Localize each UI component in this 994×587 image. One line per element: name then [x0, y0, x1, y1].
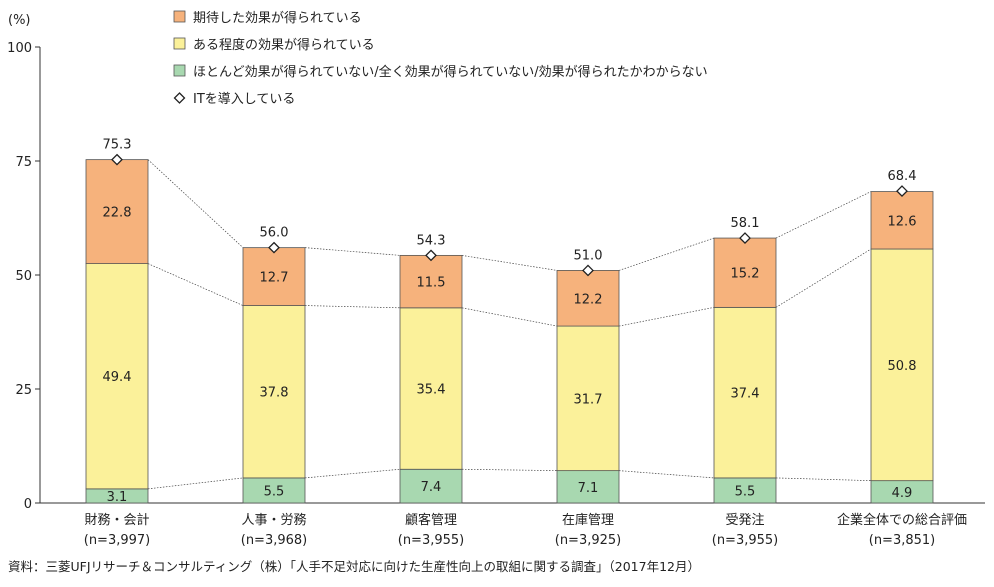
bar-value-label: 50.8 — [888, 359, 917, 374]
connector-line — [147, 159, 244, 248]
bar-value-label: 37.8 — [260, 386, 289, 401]
legend-label: ITを導入している — [193, 92, 295, 107]
bar-value-label: 4.9 — [892, 486, 913, 501]
category-n-label: (n=3,955) — [712, 533, 779, 548]
total-markers: 75.3 56.0 54.3 51.0 58.1 68.4 — [103, 138, 917, 277]
bar-value-label: 31.7 — [574, 392, 603, 407]
legend-swatch — [173, 37, 186, 50]
connector-line — [147, 477, 244, 490]
connector-line — [618, 470, 715, 479]
it-adoption-label: 54.3 — [417, 233, 446, 248]
bar-value-label: 15.2 — [731, 267, 760, 282]
it-adoption-marker — [425, 249, 437, 262]
category-label: 企業全体での総合評価 — [837, 512, 967, 528]
category-n-label: (n=3,968) — [241, 533, 308, 548]
y-tick-label: 25 — [15, 383, 32, 398]
bar-value-label: 5.5 — [264, 484, 285, 499]
y-tick-label: 0 — [24, 497, 32, 512]
it-adoption-marker — [268, 241, 280, 254]
bar-value-label: 12.7 — [260, 271, 289, 286]
bar-value-label: 7.4 — [421, 480, 442, 495]
bar-value-label: 37.4 — [731, 387, 760, 402]
axes: (%) 0 25 50 75 100 財務・会計 (n=3,997) 人事・労務 (n=3,968… — [7, 13, 985, 548]
y-tick-label: 75 — [15, 155, 32, 170]
bar-segment — [556, 325, 620, 472]
connector-line — [461, 307, 558, 327]
it-adoption-marker — [582, 264, 594, 277]
connector-line — [775, 477, 872, 482]
legend-swatch — [173, 10, 186, 23]
legend-swatch — [173, 64, 186, 77]
connector-line — [775, 248, 872, 308]
category-n-label: (n=3,955) — [398, 533, 465, 548]
bar-segment — [242, 247, 306, 306]
category-label: 在庫管理 — [562, 513, 614, 528]
bar-segment — [713, 306, 777, 479]
category-label: 顧客管理 — [405, 512, 457, 528]
connector-line — [618, 237, 715, 271]
connector-line — [147, 263, 244, 306]
it-adoption-marker — [896, 185, 908, 198]
bar-value-label: 22.8 — [103, 206, 132, 221]
legend-label: ほとんど効果が得られていない/全く効果が得られていない/効果が得られたかわからな… — [193, 64, 708, 80]
it-adoption-label: 56.0 — [260, 226, 289, 241]
connector-line — [304, 247, 401, 256]
connector-lines — [147, 159, 872, 490]
category-n-label: (n=3,851) — [869, 533, 936, 548]
legend-label: 期待した効果が得られている — [193, 10, 362, 26]
bar-value-label: 35.4 — [417, 383, 446, 398]
y-tick-label: 100 — [7, 41, 32, 56]
bar-segment — [85, 159, 149, 265]
legend-diamond-icon — [173, 92, 186, 104]
bar-segment — [870, 248, 934, 482]
bar-value-label: 5.5 — [735, 484, 756, 499]
connector-line — [775, 191, 872, 239]
it-adoption-marker — [111, 153, 123, 166]
bar-value-label: 12.2 — [574, 292, 603, 307]
bar-value-label: 12.6 — [888, 214, 917, 229]
bar-segment — [399, 254, 463, 309]
connector-line — [618, 307, 715, 327]
legend: 期待した効果が得られているある程度の効果が得られているほとんど効果が得られていな… — [173, 10, 708, 107]
category-label: 財務・会計 — [84, 512, 149, 528]
connector-line — [461, 255, 558, 271]
bar-segment — [713, 477, 777, 504]
it-adoption-label: 58.1 — [731, 216, 760, 231]
it-adoption-label: 75.3 — [103, 138, 132, 153]
connector-line — [304, 305, 401, 309]
category-label: 受発注 — [725, 513, 764, 528]
bar-segment — [242, 305, 306, 479]
connector-line — [461, 468, 558, 471]
bar-value-label: 7.1 — [578, 481, 599, 496]
category-label: 人事・労務 — [241, 513, 306, 528]
bar-segment — [399, 468, 463, 504]
category-n-label: (n=3,925) — [555, 533, 622, 548]
y-tick-label: 50 — [15, 269, 32, 284]
bar-segment — [713, 237, 777, 308]
bars: 3.1 5.5 7.4 7.1 5.5 4.9 49.4 37.8 35.4 31.7 37.4 50… — [85, 159, 934, 505]
bar-value-label: 3.1 — [107, 490, 128, 505]
connector-line — [304, 468, 401, 479]
y-unit-label: (%) — [8, 13, 31, 28]
source-note: 資料：三菱UFJリサーチ＆コンサルティング（株）「人手不足対応に向けた生産性向上… — [8, 559, 700, 574]
it-adoption-marker — [739, 232, 751, 244]
it-adoption-label: 51.0 — [574, 248, 603, 263]
bar-value-label: 49.4 — [103, 370, 132, 385]
category-n-label: (n=3,997) — [84, 533, 151, 548]
bar-segment — [85, 263, 149, 490]
bar-segment — [556, 270, 620, 327]
it-adoption-label: 68.4 — [888, 169, 917, 184]
bar-segment — [870, 191, 934, 250]
bar-value-label: 11.5 — [417, 276, 446, 291]
legend-label: ある程度の効果が得られている — [193, 37, 375, 53]
